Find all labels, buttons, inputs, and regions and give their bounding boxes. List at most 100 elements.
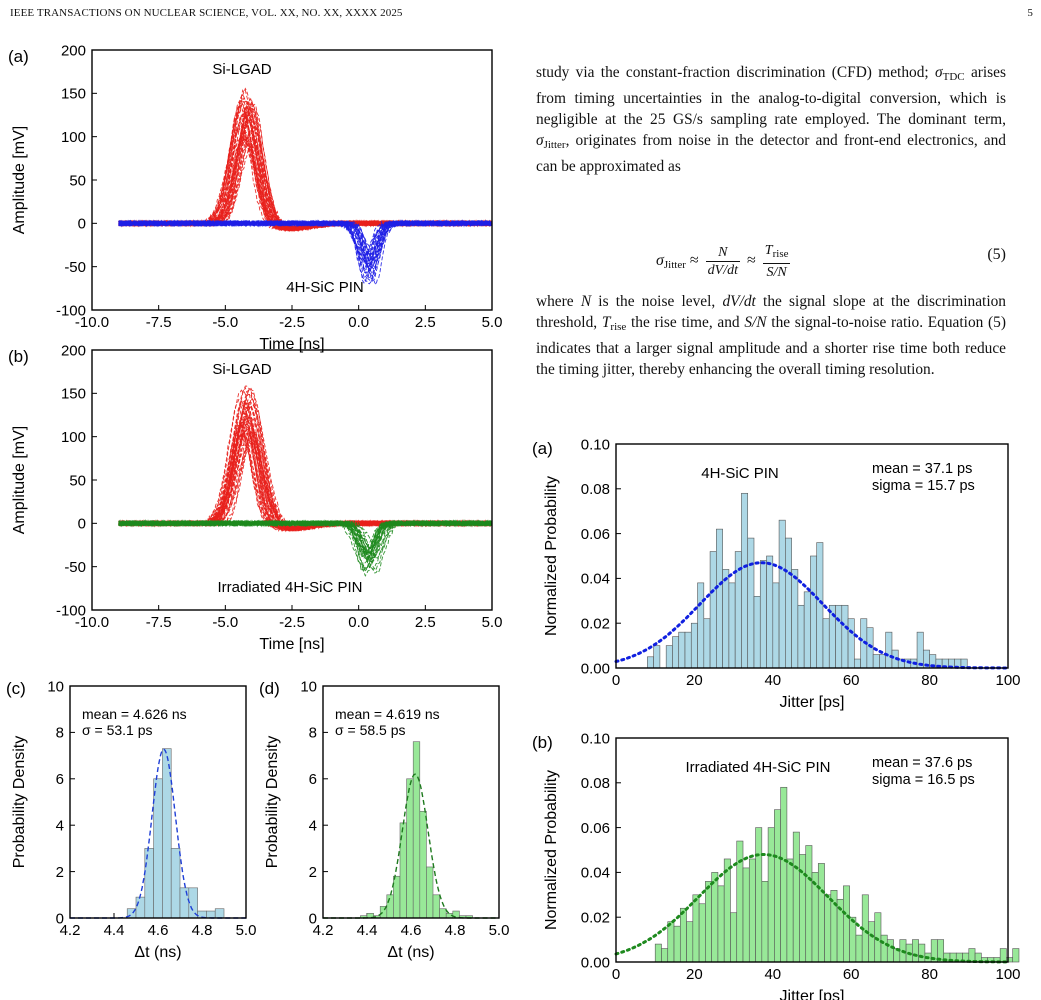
waveform-trace <box>118 439 493 532</box>
histogram-bar <box>792 831 800 963</box>
waveform-trace <box>118 108 493 231</box>
trace-group-si-lgad <box>118 385 493 533</box>
histogram-bar <box>654 943 662 963</box>
x-tick-label: 80 <box>921 966 938 983</box>
y-tick-label: -100 <box>56 602 86 619</box>
panel-label: (b) <box>8 347 29 366</box>
histogram-bar <box>916 631 924 669</box>
panel-label: (c) <box>6 679 26 698</box>
annotation-detector: Irradiated 4H-SiC PIN <box>685 759 830 776</box>
histogram-bar <box>686 921 694 963</box>
histogram-bar <box>214 908 225 919</box>
waveform-trace <box>118 118 493 232</box>
x-tick-label: 4.8 <box>192 922 213 939</box>
waveform-trace <box>118 420 493 532</box>
page-number: 5 <box>1027 7 1033 19</box>
waveform-trace <box>118 131 493 231</box>
waveform-trace <box>118 219 493 285</box>
panel-label: (b) <box>532 733 553 752</box>
histogram-bar <box>816 542 824 669</box>
histogram-bar <box>918 943 926 963</box>
histogram-bar <box>797 604 805 669</box>
waveform-trace <box>118 432 493 531</box>
waveform-trace <box>118 398 493 531</box>
waveform-trace <box>118 89 493 232</box>
waveform-trace <box>118 125 493 233</box>
y-tick-label: 6 <box>309 771 317 788</box>
x-tick-label: 0.0 <box>348 314 369 331</box>
annotation-detector: 4H-SiC PIN <box>701 465 779 482</box>
waveform-trace <box>118 427 493 532</box>
y-tick-label: 0.04 <box>581 571 610 588</box>
y-tick-label: 0.02 <box>581 615 610 632</box>
histogram-bar <box>393 875 401 919</box>
waveform-trace <box>118 219 493 286</box>
y-tick-label: -50 <box>64 559 86 576</box>
histogram-bar <box>135 896 146 919</box>
panel-label: (a) <box>8 47 29 66</box>
waveform-trace <box>118 433 493 532</box>
histogram-bar <box>419 810 427 919</box>
histogram-bar <box>170 848 181 919</box>
histogram-bar <box>665 645 673 669</box>
histogram-bar <box>709 551 717 669</box>
histogram-bar <box>780 786 788 963</box>
x-tick-label: 4.6 <box>401 922 422 939</box>
waveform-trace <box>118 97 493 233</box>
x-tick-label: -2.5 <box>279 314 305 331</box>
waveform-trace <box>118 133 493 232</box>
waveform-trace <box>118 119 493 232</box>
histogram-bar <box>778 519 786 669</box>
waveform-trace <box>118 427 493 532</box>
histogram-bar <box>785 537 792 669</box>
y-tick-label: 4 <box>309 817 317 834</box>
y-axis-label: Amplitude [mV] <box>11 426 28 534</box>
waveform-trace <box>118 398 493 532</box>
y-tick-label: 0.06 <box>581 526 610 543</box>
waveform-trace <box>118 426 493 532</box>
histogram-bar <box>426 866 434 919</box>
waveform-trace <box>118 132 493 232</box>
y-tick-label: 0.08 <box>581 775 610 792</box>
histogram-bar <box>849 916 857 963</box>
plot-frame <box>615 737 1009 963</box>
waveform-trace <box>118 432 493 531</box>
histogram-bar <box>722 569 730 669</box>
histogram-bar <box>774 809 781 963</box>
x-tick-label: 5.0 <box>482 614 503 631</box>
histogram-bar <box>855 934 863 963</box>
waveform-trace <box>118 112 493 232</box>
waveform-trace <box>118 125 493 232</box>
waveform-trace <box>118 121 493 232</box>
histogram-bar <box>736 840 744 963</box>
histogram-bar <box>661 948 669 963</box>
waveform-trace <box>118 93 493 232</box>
waveform-trace <box>118 416 493 531</box>
y-tick-label: 0.08 <box>581 481 610 498</box>
histogram-bar <box>692 894 700 963</box>
y-tick-label: 150 <box>61 386 86 403</box>
histogram-bar <box>679 907 687 963</box>
histogram-bar <box>872 654 880 669</box>
x-tick-label: -5.0 <box>212 614 238 631</box>
waveform-trace <box>118 114 493 231</box>
histogram-bar <box>817 863 825 963</box>
histogram-bar <box>805 845 813 963</box>
x-tick-label: 4.8 <box>445 922 466 939</box>
waveform-trace <box>118 135 493 232</box>
y-tick-label: 50 <box>69 172 86 189</box>
waveform-trace <box>118 385 493 530</box>
histogram-bar <box>753 596 761 669</box>
waveform-trace <box>118 421 493 532</box>
waveform-trace <box>118 136 493 232</box>
x-tick-label: 40 <box>764 966 781 983</box>
waveform-trace <box>118 418 493 532</box>
x-axis-label: Time [ns] <box>259 636 324 653</box>
y-tick-label: 0.10 <box>581 730 610 747</box>
x-tick-label: 5.0 <box>489 922 510 939</box>
equation-number: (5) <box>987 246 1006 263</box>
y-tick-label: 50 <box>69 472 86 489</box>
waveform-trace <box>118 389 493 531</box>
waveform-trace <box>118 428 492 532</box>
x-tick-label: 40 <box>764 672 781 689</box>
